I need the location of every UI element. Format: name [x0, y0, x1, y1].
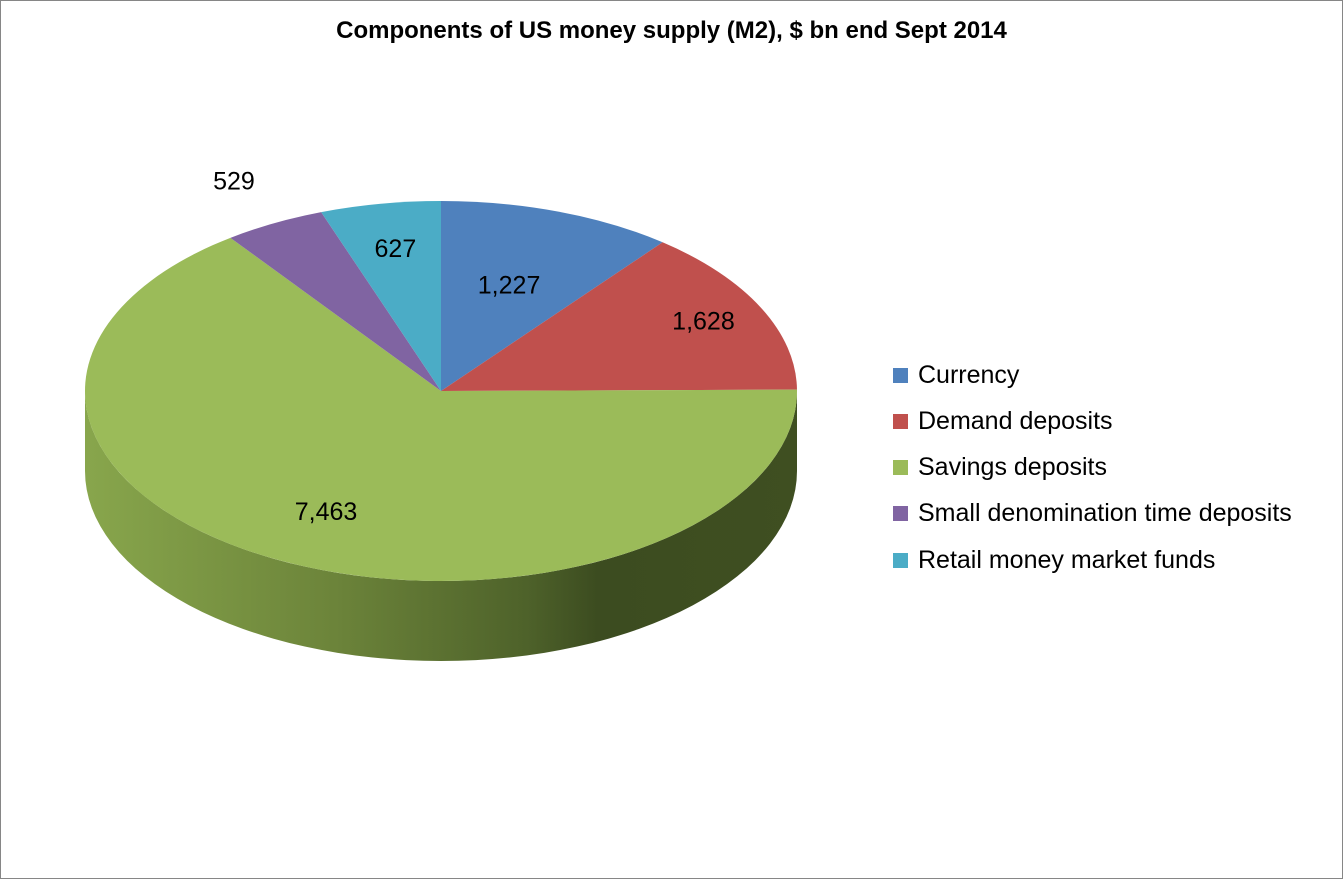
- data-label-demand-deposits: 1,628: [672, 307, 735, 335]
- pie-slices-group: [85, 201, 798, 582]
- legend-item-retail-money-market-funds: Retail money market funds: [893, 537, 1338, 583]
- pie-slice-savings-deposits: [85, 237, 798, 582]
- legend-item-savings-deposits: Savings deposits: [893, 445, 1338, 491]
- legend-item-demand-deposits: Demand deposits: [893, 398, 1338, 444]
- pie-side-group: [85, 391, 797, 661]
- legend-item-currency: Currency: [893, 352, 1338, 398]
- legend-swatch: [893, 367, 908, 383]
- chart-title: Components of US money supply (M2), $ bn…: [336, 17, 1007, 44]
- pie-slice-small-denomination-time-deposits: [230, 212, 441, 391]
- data-label-small-denomination-time-deposits: 529: [213, 168, 255, 196]
- legend-label: Small denomination time deposits: [918, 499, 1292, 528]
- data-label-savings-deposits: 7,463: [295, 498, 358, 526]
- legend-swatch: [893, 460, 908, 476]
- legend-label: Retail money market funds: [918, 545, 1216, 574]
- legend-swatch: [893, 413, 908, 429]
- data-label-retail-money-market-funds: 627: [375, 235, 417, 263]
- legend: Currency Demand deposits Savings deposit…: [893, 352, 1338, 583]
- legend-swatch: [893, 506, 908, 522]
- legend-label: Currency: [918, 360, 1020, 389]
- pie-labels-group: 1,227 1,628 7,463 529 627: [213, 168, 735, 526]
- legend-label: Savings deposits: [918, 453, 1108, 482]
- data-label-currency: 1,227: [478, 272, 541, 300]
- pie-slice-currency: [441, 201, 663, 391]
- legend-swatch: [893, 552, 908, 568]
- pie-slice-demand-deposits: [441, 242, 797, 391]
- pie-side-wall: [85, 391, 797, 661]
- pie-slice-retail-money-market-funds: [321, 201, 441, 391]
- legend-item-small-denomination-time-deposits: Small denomination time deposits: [893, 491, 1338, 537]
- legend-label: Demand deposits: [918, 406, 1113, 435]
